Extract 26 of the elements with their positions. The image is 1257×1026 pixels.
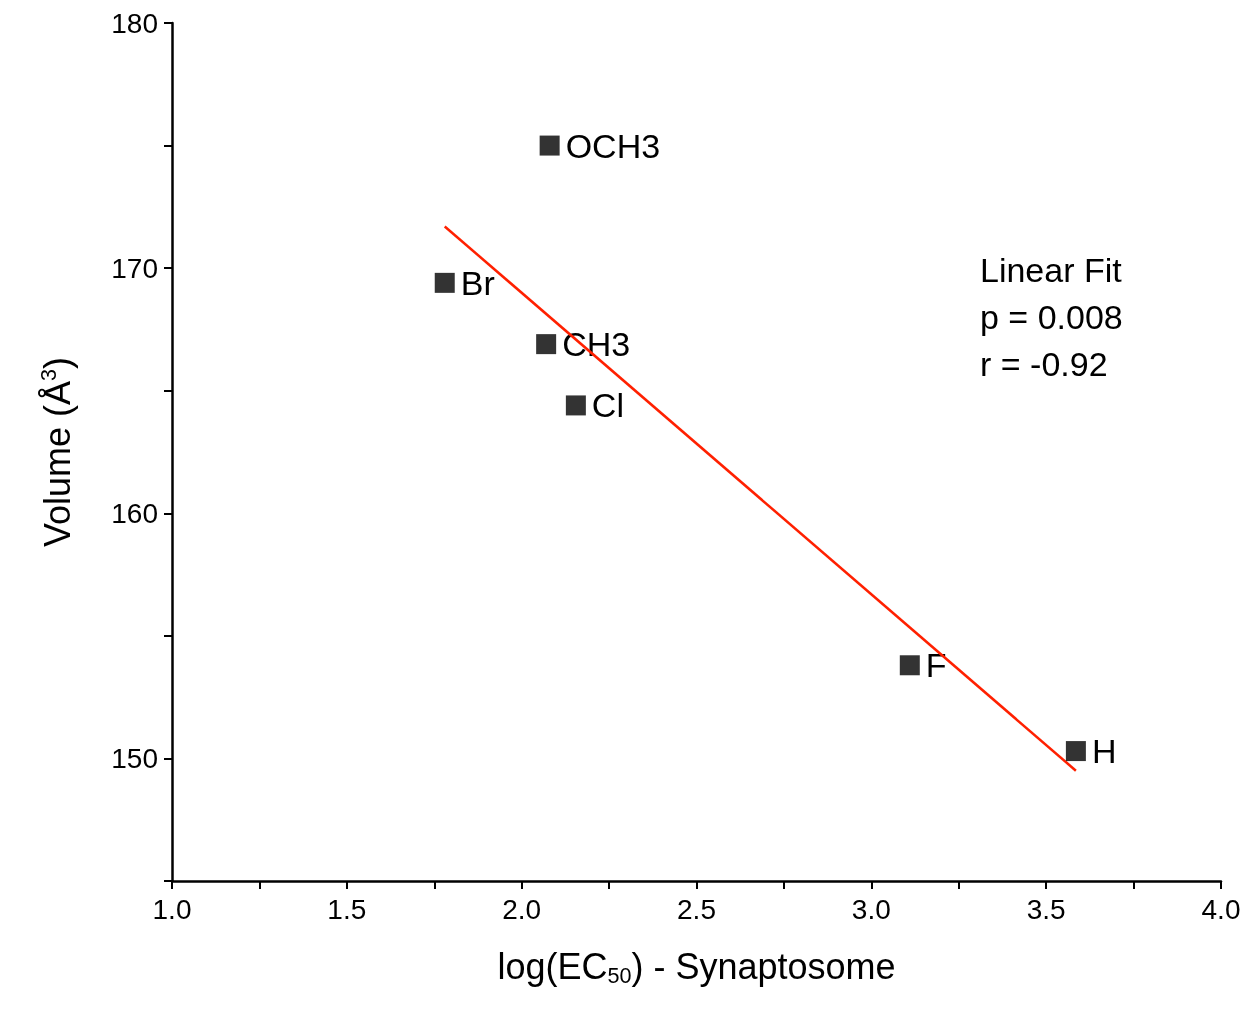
y-tick-label: 150 xyxy=(111,742,158,774)
point xyxy=(434,272,455,293)
y-tick-label: 160 xyxy=(111,497,158,529)
annotation: F xyxy=(925,646,947,685)
point xyxy=(565,395,586,416)
point xyxy=(899,655,920,676)
x-tick-label: 4.0 xyxy=(1201,893,1241,925)
annotation: p = 0.008 xyxy=(980,298,1123,336)
annotation: Linear Fit xyxy=(980,251,1123,289)
annotation: r = -0.92 xyxy=(980,345,1108,383)
point xyxy=(536,334,557,355)
point xyxy=(1065,741,1086,762)
x-tick-label: 1.5 xyxy=(327,893,367,925)
x-tick-label: 1.0 xyxy=(152,893,192,925)
annotation: Cl xyxy=(591,386,624,425)
x-tick-label: 3.5 xyxy=(1026,893,1066,925)
y-tick-label: 170 xyxy=(111,252,158,284)
annotation: Br xyxy=(460,263,495,302)
y-axis-title: Volume (Å3) xyxy=(35,356,78,548)
point xyxy=(539,135,560,156)
x-tick-label: 2.5 xyxy=(677,893,716,925)
x-tick-label: 2.0 xyxy=(502,893,542,925)
y-tick-label: 180 xyxy=(111,7,158,39)
annotation: OCH3 xyxy=(565,126,661,165)
annotation: H xyxy=(1091,732,1117,771)
x-tick-label: 3.0 xyxy=(851,893,891,925)
